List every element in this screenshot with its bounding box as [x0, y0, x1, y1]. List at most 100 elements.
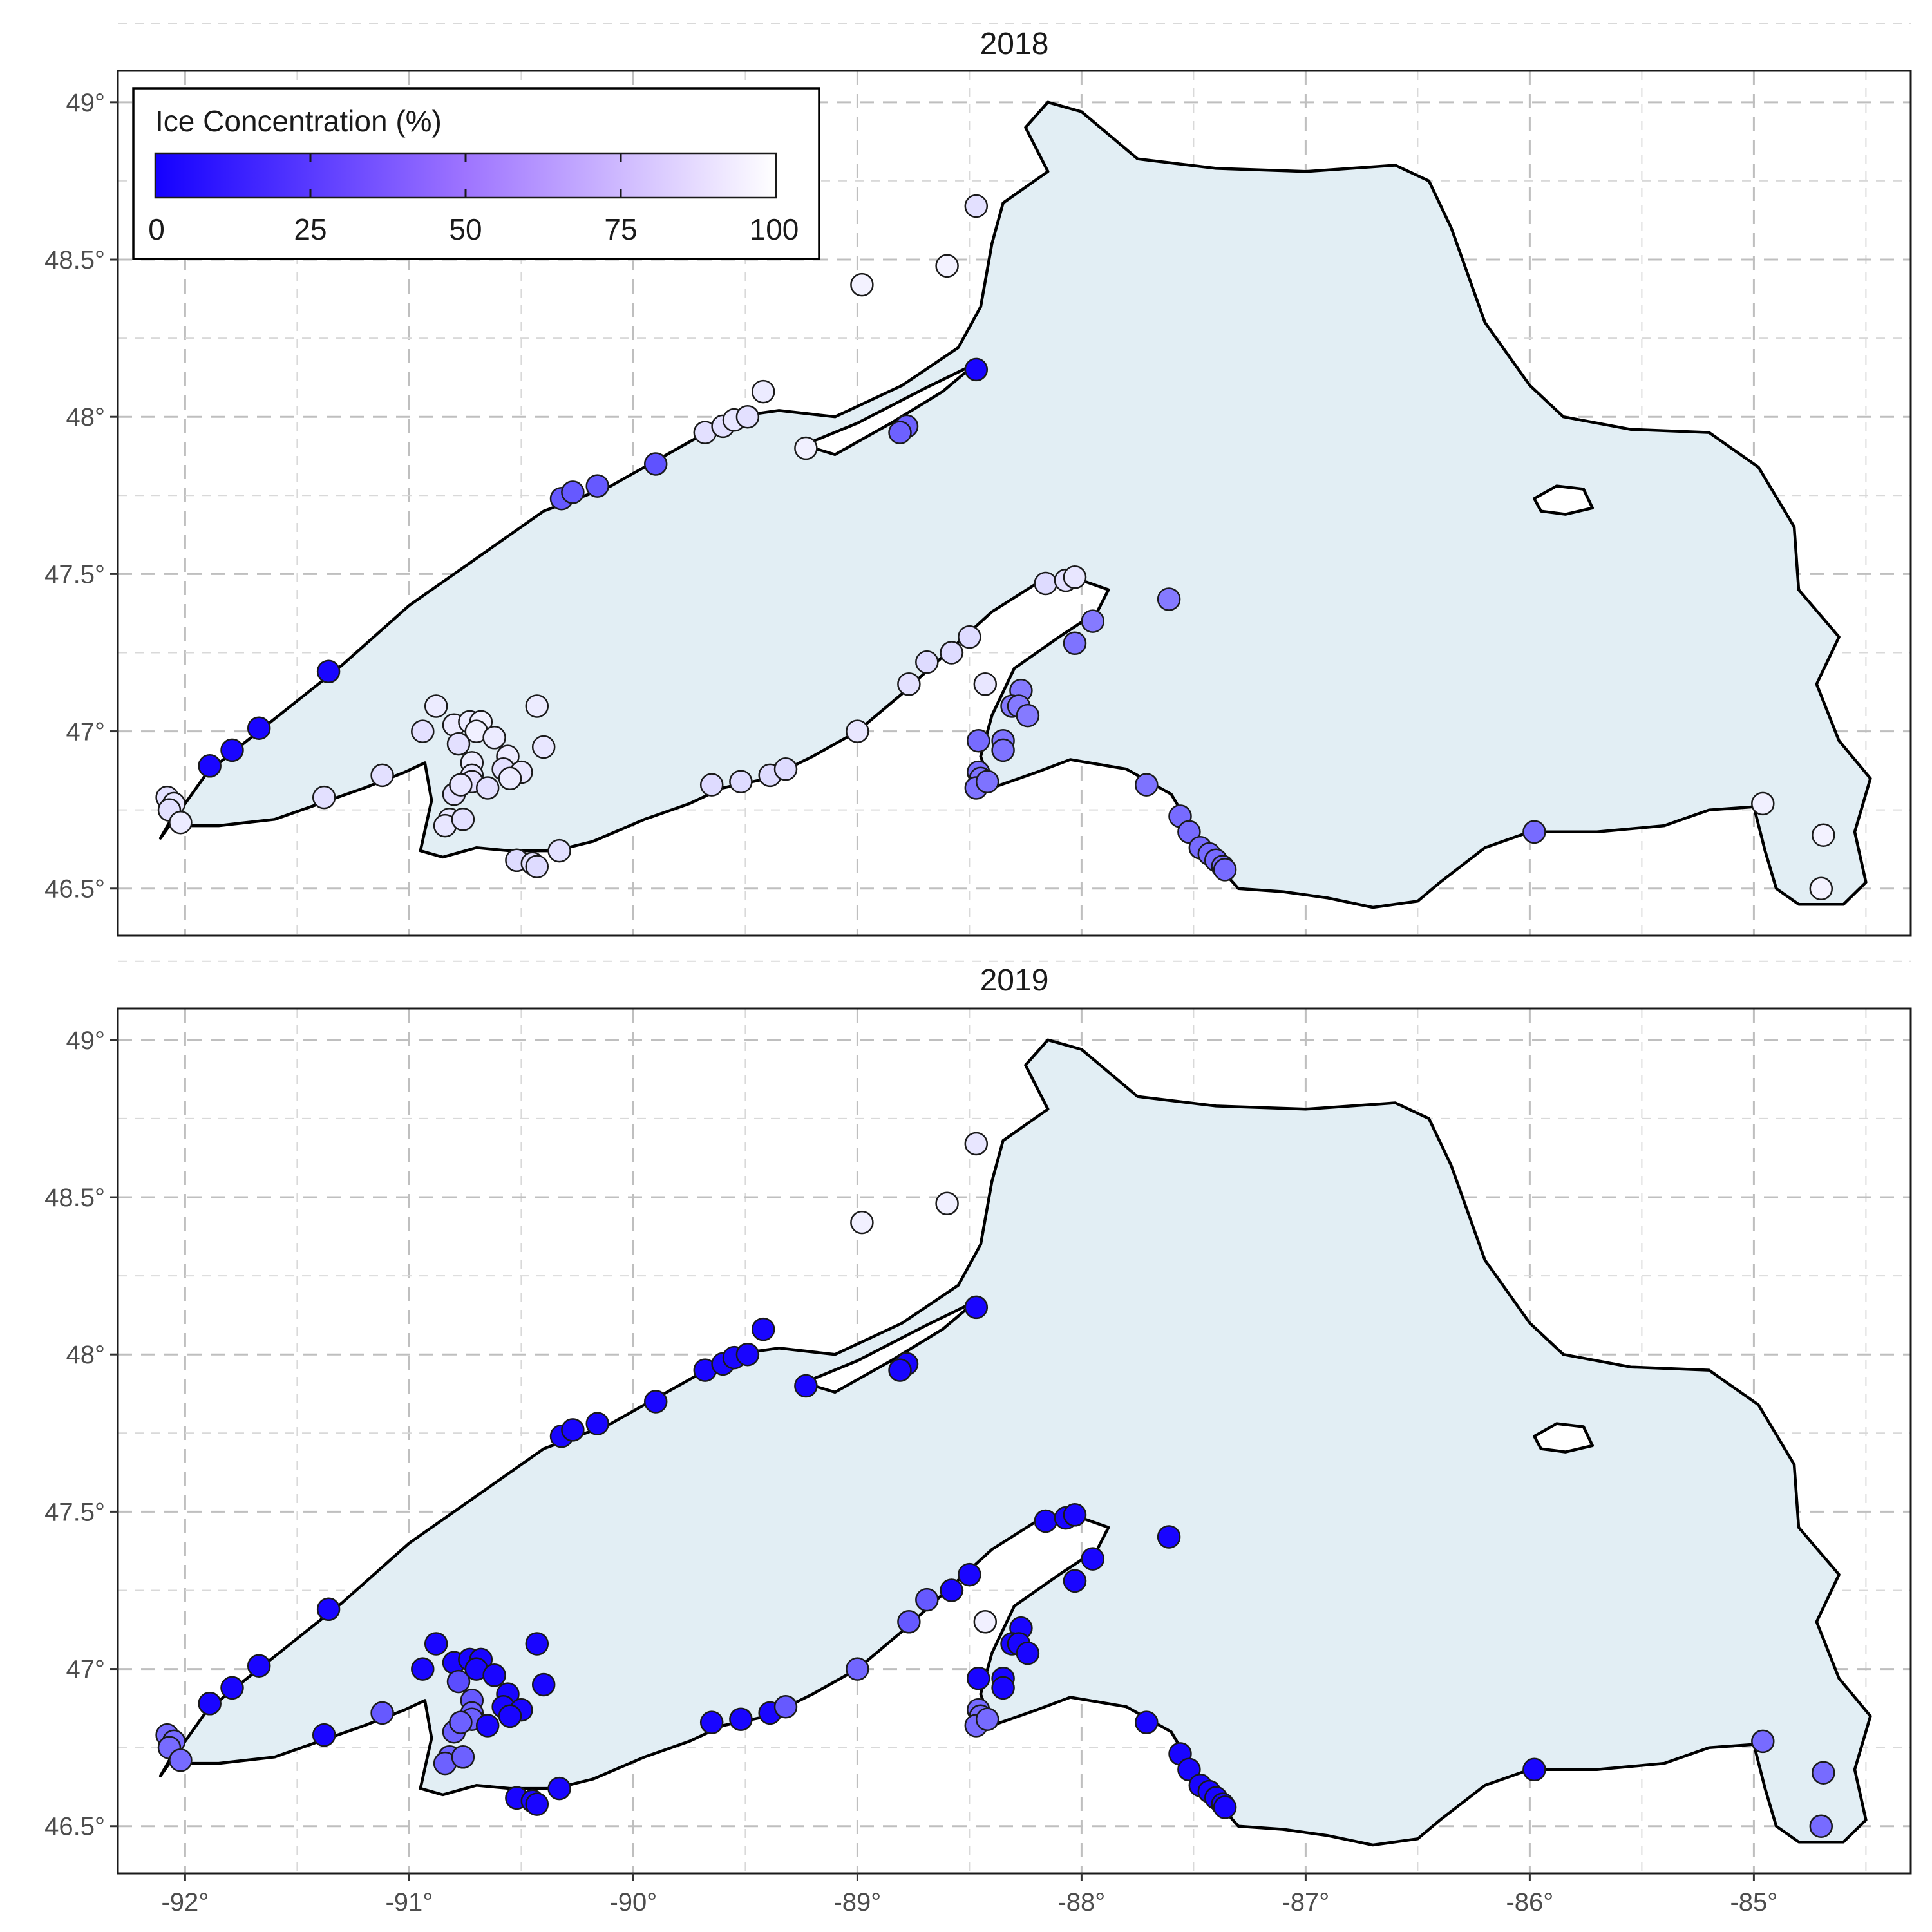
- ice-station-point: [1064, 1570, 1086, 1592]
- ice-station-point: [974, 1611, 996, 1633]
- ice-station-point: [248, 1655, 270, 1677]
- ice-station-point: [889, 1359, 911, 1381]
- ice-station-point: [549, 840, 571, 862]
- ice-station-point: [526, 1794, 548, 1815]
- ice-station-point: [549, 1777, 571, 1799]
- ice-station-point: [425, 696, 447, 717]
- ice-station-point: [533, 736, 554, 758]
- ice-station-point: [941, 1580, 963, 1602]
- y-tick-label: 46.5°: [44, 875, 105, 904]
- ice-station-point: [936, 255, 958, 277]
- legend-break-label: 50: [449, 213, 482, 246]
- ice-station-point: [477, 1715, 498, 1737]
- ice-station-point: [1158, 589, 1180, 611]
- ice-station-point: [477, 777, 498, 799]
- x-tick-label: -87°: [1282, 1888, 1329, 1917]
- ice-station-point: [1523, 821, 1545, 843]
- ice-station-point: [1064, 566, 1086, 588]
- ice-station-point: [313, 786, 335, 808]
- ice-station-point: [1017, 705, 1039, 726]
- panel-title: 2019: [980, 963, 1049, 998]
- ice-station-point: [248, 717, 270, 739]
- ice-station-point: [992, 1677, 1014, 1699]
- ice-station-point: [965, 359, 987, 381]
- ice-station-point: [795, 1375, 817, 1397]
- legend-title: Ice Concentration (%): [155, 104, 442, 138]
- ice-station-point: [169, 1749, 191, 1771]
- legend-break-label: 0: [148, 213, 165, 246]
- ice-station-point: [752, 1318, 774, 1340]
- map-panel-2019: 2019 46.5°47°47.5°48°48.5°49° -92° -91° -9…: [44, 961, 1911, 1917]
- y-axis-ticks: 46.5° 47° 47.5° 48° 48.5° 49°: [44, 1027, 118, 1841]
- ice-station-point: [526, 696, 548, 717]
- ice-station-point: [846, 1658, 868, 1680]
- ice-station-point: [645, 453, 667, 475]
- y-tick-label: 47°: [66, 1656, 106, 1684]
- ice-station-point: [313, 1724, 335, 1746]
- legend-break-label: 75: [604, 213, 637, 246]
- x-tick-label: -91°: [385, 1888, 433, 1917]
- ice-station-point: [1810, 878, 1832, 900]
- legend-break-label: 25: [294, 213, 327, 246]
- ice-station-point: [587, 475, 609, 497]
- ice-station-point: [941, 642, 963, 664]
- lake-superior-shoreline: [160, 1040, 1870, 1845]
- ice-station-point: [484, 726, 506, 748]
- ice-station-point: [1214, 858, 1236, 880]
- ice-station-point: [199, 1692, 221, 1714]
- ice-station-point: [965, 195, 987, 217]
- y-tick-label: 48°: [66, 1341, 106, 1369]
- ice-station-point: [701, 1712, 723, 1734]
- ice-station-point: [526, 856, 548, 878]
- ice-station-point: [851, 274, 873, 296]
- ice-station-point: [450, 774, 471, 796]
- ice-station-point: [1158, 1526, 1180, 1548]
- ice-station-point: [967, 730, 989, 752]
- ice-station-point: [898, 673, 920, 695]
- ice-station-point: [992, 739, 1014, 761]
- ice-station-point: [425, 1633, 447, 1655]
- x-tick-label: -92°: [161, 1888, 209, 1917]
- ice-station-point: [562, 481, 583, 503]
- ice-station-point: [737, 406, 759, 428]
- ice-station-point: [1214, 1796, 1236, 1818]
- ice-station-point: [1135, 774, 1157, 796]
- ice-station-point: [730, 1709, 752, 1730]
- ice-station-point: [533, 1674, 554, 1696]
- ice-station-point: [317, 661, 339, 683]
- y-tick-label: 47.5°: [44, 560, 105, 589]
- y-tick-label: 47.5°: [44, 1498, 105, 1526]
- ice-station-point: [1810, 1815, 1832, 1837]
- x-tick-label: -85°: [1730, 1888, 1777, 1917]
- ice-station-point: [448, 733, 469, 755]
- y-tick-label: 48.5°: [44, 246, 105, 274]
- x-tick-label: -86°: [1506, 1888, 1553, 1917]
- ice-station-point: [730, 771, 752, 793]
- y-tick-label: 47°: [66, 718, 106, 746]
- ice-station-point: [372, 1702, 393, 1724]
- legend-break-label: 100: [750, 213, 799, 246]
- ice-station-point: [317, 1598, 339, 1620]
- y-tick-label: 49°: [66, 89, 106, 117]
- ice-station-point: [526, 1633, 548, 1655]
- ice-station-point: [1064, 1504, 1086, 1526]
- lake-outline: [160, 1040, 1870, 1845]
- x-tick-label: -89°: [833, 1888, 881, 1917]
- ice-station-point: [965, 1133, 987, 1155]
- ice-station-point: [936, 1193, 958, 1215]
- ice-station-point: [889, 422, 911, 444]
- panel-title: 2018: [980, 27, 1049, 61]
- ice-station-point: [645, 1391, 667, 1413]
- ice-station-point: [795, 437, 817, 459]
- ice-station-point: [1752, 1730, 1774, 1752]
- ice-station-point: [958, 626, 980, 648]
- ice-station-point: [412, 721, 433, 743]
- ice-station-point: [484, 1664, 506, 1686]
- ice-station-point: [775, 1696, 797, 1718]
- ice-station-point: [898, 1611, 920, 1633]
- y-axis-ticks: 46.5° 47° 47.5° 48° 48.5° 49°: [44, 89, 118, 904]
- ice-station-point: [916, 651, 938, 673]
- ice-station-point: [499, 1705, 521, 1727]
- ice-station-point: [1082, 1548, 1104, 1570]
